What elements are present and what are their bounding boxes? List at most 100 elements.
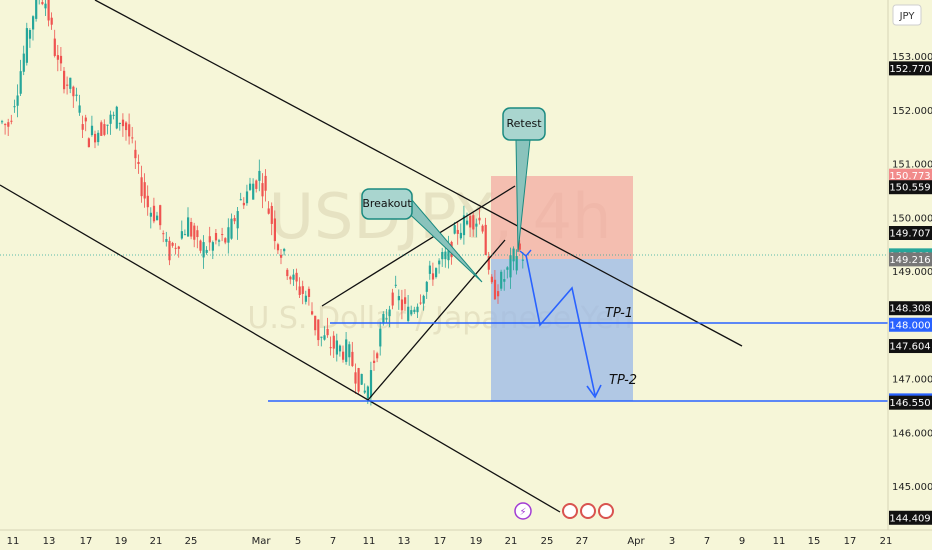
time-tick-label: 13 (43, 536, 56, 547)
candle-body (469, 215, 472, 228)
candle-body (490, 276, 493, 283)
candle-body (441, 252, 444, 260)
candle-body (382, 313, 385, 324)
candle-body (72, 86, 75, 97)
wedge-lower-line (367, 239, 506, 401)
candle-body (447, 244, 450, 261)
candle-body (214, 232, 218, 241)
candle-body (121, 119, 125, 127)
candle-body (190, 222, 193, 237)
channel-upper-line (94, 0, 743, 347)
candle-body (506, 267, 509, 270)
candle-body (41, 2, 44, 5)
price-badge-label: 148.000 (889, 320, 930, 331)
candle-body (63, 70, 66, 90)
price-badge (889, 510, 932, 525)
candle-body (323, 335, 326, 340)
time-tick-label: 19 (115, 536, 128, 547)
candle-body (314, 315, 317, 331)
candle-body (292, 274, 295, 280)
candle-body (515, 256, 518, 271)
candle-body (487, 256, 490, 270)
price-tick-label: 149.000 (892, 267, 932, 278)
candle-body (484, 224, 487, 256)
candle-body (128, 124, 131, 137)
time-tick-label: 5 (295, 536, 301, 547)
time-tick-label: Mar (252, 536, 272, 547)
time-tick-label: 21 (150, 536, 163, 547)
breakout-callout[interactable] (361, 188, 413, 220)
candle-body (156, 215, 159, 221)
time-axis[interactable] (0, 530, 932, 550)
time-tick-label: 21 (505, 536, 518, 547)
candle-body (481, 225, 484, 232)
us-flag-event-icon[interactable] (580, 503, 596, 519)
candle-body (143, 182, 146, 199)
target-zone (491, 259, 633, 401)
price-badges: 152.770150.773150.559149.707149.291149.2… (889, 61, 932, 525)
time-tick-label: 7 (704, 536, 710, 547)
price-tick-label: 150.000 (892, 213, 932, 224)
candle-body (205, 249, 208, 253)
us-flag-event-icon[interactable] (598, 503, 614, 519)
candle-body (373, 360, 376, 363)
candle-body (329, 347, 332, 349)
price-tick-label: 153.000 (892, 52, 932, 63)
candle-body (230, 218, 233, 239)
price-badge (889, 180, 932, 195)
currency-badge[interactable] (892, 4, 922, 26)
channel-lower-line (0, 184, 561, 513)
candle-body (351, 351, 354, 366)
candle-body (180, 231, 183, 239)
candle-body (261, 183, 264, 197)
candle-body (149, 212, 152, 217)
candle-body (400, 299, 404, 311)
candle-body (295, 272, 298, 282)
candle-body (388, 309, 391, 317)
candle-body (363, 390, 366, 393)
candle-body (342, 351, 345, 360)
event-icons[interactable]: ⚡ (514, 502, 614, 520)
candle-body (236, 211, 239, 229)
candle-body (115, 106, 118, 129)
candle-body (131, 137, 134, 139)
price-tick-label: 146.000 (892, 428, 932, 439)
candle-body (118, 122, 121, 124)
candle-body (428, 265, 431, 274)
candle-body (4, 124, 7, 126)
candle-body (366, 386, 369, 399)
price-badge-label: 149.216 (889, 255, 930, 266)
lightning-event-icon[interactable] (514, 502, 532, 520)
time-tick-label: 3 (669, 536, 675, 547)
candle-body (32, 16, 35, 30)
candle-body (311, 311, 314, 315)
candle-body (521, 259, 524, 261)
candle-body (81, 124, 84, 130)
candle-body (422, 295, 425, 304)
candle-body (497, 291, 500, 297)
candle-body (255, 180, 258, 189)
price-badge-label: 144.409 (889, 513, 930, 524)
stop-loss-zone (491, 176, 633, 259)
tp2-label: TP-2 (609, 373, 637, 388)
breakout-label: Breakout (362, 197, 412, 210)
retest-arrow-head (519, 249, 532, 257)
price-badge (889, 339, 932, 354)
time-tick-label: 17 (434, 536, 447, 547)
candle-body (407, 306, 410, 321)
price-badge-label: 148.308 (889, 304, 930, 315)
retest-callout[interactable] (502, 107, 546, 141)
time-tick-label: 11 (7, 536, 20, 547)
candle-body (242, 202, 245, 206)
candle-body (211, 242, 214, 251)
candle-body (500, 271, 503, 289)
candle-body (475, 223, 478, 227)
candle-body (13, 106, 16, 108)
us-flag-event-icon[interactable] (562, 503, 578, 519)
tp1-label: TP-1 (605, 306, 633, 321)
time-tick-label: 11 (363, 536, 376, 547)
candle-body (462, 215, 466, 236)
time-tick-label: 27 (576, 536, 589, 547)
